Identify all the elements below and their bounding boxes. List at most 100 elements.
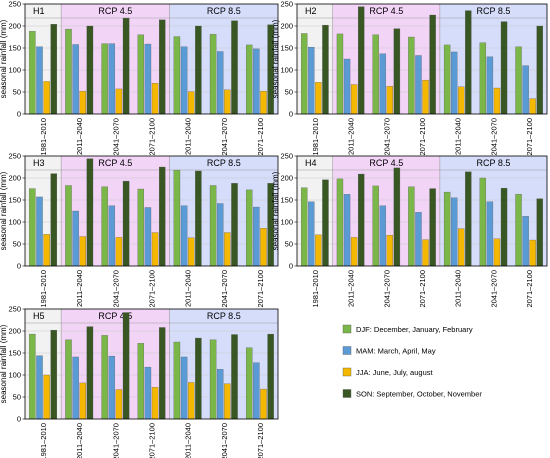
bar-son bbox=[86, 25, 94, 115]
bar-djf bbox=[443, 44, 451, 115]
bar-djf bbox=[173, 36, 181, 115]
x-tick-label: 2011–2040 bbox=[347, 270, 356, 307]
y-tick-label: 50 bbox=[285, 88, 293, 97]
bar-djf bbox=[479, 42, 487, 115]
y-tick-label: 200 bbox=[8, 327, 21, 336]
y-tick-label: 100 bbox=[8, 218, 21, 227]
x-tick-label: 2011–2040 bbox=[75, 118, 84, 155]
chart-panel-h4: H4 RCP 4.5 RCP 8.5 0 50 100 150 200 250 seasonal … bbox=[271, 152, 548, 308]
bar-mam bbox=[216, 369, 224, 420]
y-tick-label: 150 bbox=[280, 44, 293, 53]
bar-son bbox=[465, 171, 472, 267]
x-tick-label: 2041–2070 bbox=[489, 270, 498, 308]
x-tick-label: 2011–2040 bbox=[454, 118, 463, 155]
bar-son bbox=[536, 25, 543, 115]
bar-djf bbox=[336, 178, 344, 267]
bar-son bbox=[122, 312, 130, 420]
x-tick-label: 2041–2070 bbox=[111, 118, 120, 156]
bar-son bbox=[195, 337, 202, 420]
bar-son bbox=[357, 173, 365, 267]
y-tick-label: 150 bbox=[8, 196, 21, 205]
bar-son bbox=[231, 20, 238, 115]
bar-djf bbox=[245, 347, 253, 420]
x-tick-label: 2071–2100 bbox=[148, 423, 157, 458]
region-bg bbox=[61, 309, 170, 419]
region-bg bbox=[61, 4, 170, 114]
y-axis-label: seasonal rainfall (mm) bbox=[0, 171, 8, 250]
bar-mam bbox=[144, 43, 152, 115]
bar-son bbox=[322, 179, 329, 267]
y-tick-label: 50 bbox=[13, 393, 21, 402]
bar-son bbox=[158, 166, 166, 267]
bar-djf bbox=[336, 33, 344, 115]
bar-jja bbox=[260, 388, 267, 420]
bar-djf bbox=[245, 189, 253, 267]
region-title: RCP 4.5 bbox=[369, 158, 403, 168]
bar-son bbox=[122, 17, 130, 115]
legend-swatch-son bbox=[342, 389, 352, 398]
bar-jja bbox=[151, 387, 159, 420]
panel-title: H1 bbox=[33, 6, 45, 16]
bar-mam bbox=[108, 355, 116, 420]
bar-mam bbox=[343, 58, 351, 115]
bar-jja bbox=[260, 90, 267, 115]
bar-son bbox=[195, 170, 202, 267]
x-tick-label: 2041–2070 bbox=[489, 118, 498, 156]
bar-mam bbox=[486, 201, 494, 267]
bar-mam bbox=[36, 196, 43, 267]
y-tick-label: 0 bbox=[17, 415, 21, 424]
x-tick-label: 1981–2010 bbox=[39, 270, 48, 308]
bar-mam bbox=[36, 355, 43, 420]
bar-son bbox=[158, 19, 166, 115]
bar-mam bbox=[36, 46, 43, 115]
region-title: RCP 8.5 bbox=[476, 158, 510, 168]
x-tick-label: 2011–2040 bbox=[75, 270, 84, 307]
bar-jja bbox=[224, 89, 231, 115]
bar-mam bbox=[379, 205, 386, 267]
bar-jja bbox=[260, 228, 267, 267]
bar-son bbox=[536, 198, 543, 267]
y-tick-label: 100 bbox=[280, 218, 293, 227]
x-tick-label: 2071–2100 bbox=[148, 118, 157, 156]
bar-jja bbox=[151, 83, 159, 115]
y-axis-label: seasonal rainfall (mm) bbox=[271, 171, 280, 250]
bar-djf bbox=[209, 34, 217, 115]
bar-djf bbox=[209, 185, 217, 267]
bar-djf bbox=[372, 185, 379, 267]
region-bg bbox=[332, 4, 440, 114]
x-tick-label: 2071–2100 bbox=[525, 270, 534, 308]
bar-jja bbox=[79, 90, 87, 115]
bar-djf bbox=[137, 34, 145, 115]
bar-mam bbox=[72, 44, 79, 115]
bar-djf bbox=[301, 187, 308, 267]
bar-djf bbox=[29, 188, 36, 267]
region-bg bbox=[169, 156, 278, 266]
bar-mam bbox=[253, 206, 260, 267]
x-tick-label: 2041–2070 bbox=[382, 270, 391, 308]
bar-jja bbox=[315, 234, 322, 267]
bar-son bbox=[429, 14, 436, 115]
panel-title: H4 bbox=[305, 158, 317, 168]
bar-jja bbox=[187, 382, 195, 420]
bar-djf bbox=[173, 169, 181, 267]
region-bg bbox=[169, 309, 278, 419]
bar-djf bbox=[137, 343, 145, 420]
legend-swatch-jja bbox=[342, 367, 352, 377]
bar-jja bbox=[187, 237, 195, 267]
bar-jja bbox=[529, 239, 536, 267]
bar-djf bbox=[65, 339, 72, 420]
bar-djf bbox=[29, 31, 36, 115]
bar-mam bbox=[379, 53, 386, 115]
panel-title: H2 bbox=[305, 6, 317, 16]
bar-jja bbox=[115, 88, 123, 115]
bar-jja bbox=[386, 235, 394, 267]
legend-label-mam: MAM: March, April, May bbox=[356, 347, 436, 356]
y-tick-label: 250 bbox=[280, 152, 293, 161]
y-tick-label: 100 bbox=[8, 371, 21, 380]
bar-mam bbox=[415, 55, 422, 115]
region-title: RCP 4.5 bbox=[98, 158, 132, 168]
bar-djf bbox=[101, 335, 108, 420]
bar-son bbox=[393, 167, 401, 267]
bar-mam bbox=[180, 205, 188, 267]
